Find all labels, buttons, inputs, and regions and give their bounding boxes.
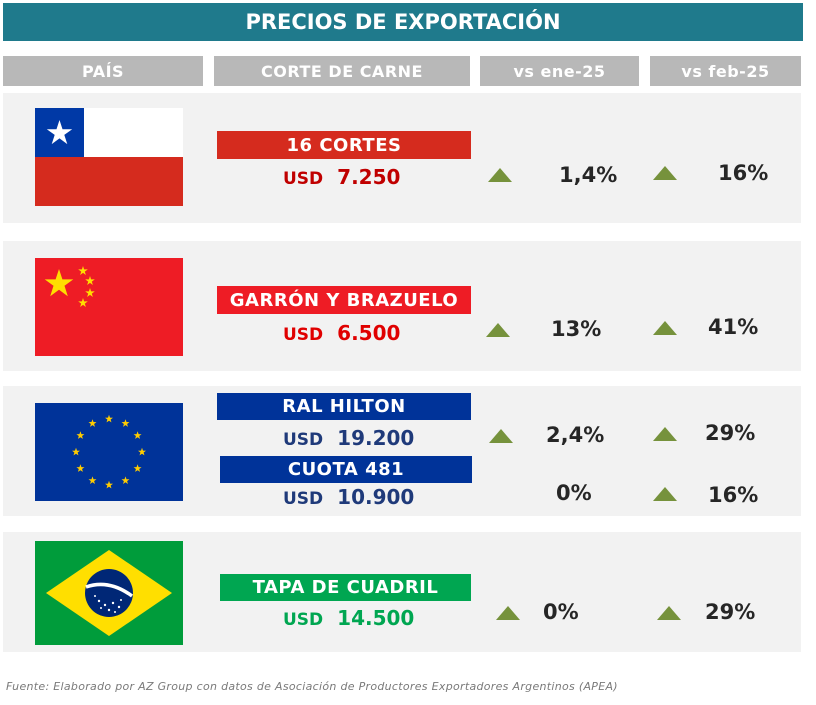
up-arrow-icon — [653, 166, 677, 180]
vs-ene-value: 2,4% — [546, 423, 605, 447]
up-arrow-icon — [653, 487, 677, 501]
eu-star-icon — [121, 476, 130, 484]
source-footnote: Fuente: Elaborado por AZ Group con datos… — [6, 680, 618, 693]
price-value-2: 10.900 — [337, 485, 415, 509]
price-value: 7.250 — [337, 165, 401, 189]
eu-star-icon — [88, 476, 97, 484]
page-title: PRECIOS DE EXPORTACIÓN — [3, 3, 803, 41]
up-arrow-icon — [653, 321, 677, 335]
up-arrow-icon — [489, 429, 513, 443]
cut-label-2: CUOTA 481 — [220, 456, 472, 483]
eu-star-icon — [138, 447, 146, 456]
price: USD 19.200 — [283, 426, 414, 450]
cut-label: 16 CORTES — [217, 131, 471, 159]
header-vs-feb: vs feb-25 — [650, 56, 801, 86]
currency: USD — [283, 169, 324, 189]
china-flag — [35, 258, 183, 356]
currency: USD — [283, 430, 324, 450]
row-chile: 16 CORTES USD 7.250 1,4% 16% — [3, 93, 801, 223]
header-pais: PAÍS — [3, 56, 203, 86]
price-2: USD 10.900 — [283, 485, 414, 509]
row-eu: RAL HILTON USD 19.200 2,4% 29% CUOTA 481 … — [3, 386, 801, 516]
eu-star-icon — [76, 431, 85, 439]
up-arrow-icon — [496, 606, 520, 620]
vs-feb-value: 16% — [718, 161, 769, 185]
price-value: 19.200 — [337, 426, 415, 450]
price: USD 14.500 — [283, 606, 414, 630]
eu-star-icon — [133, 464, 142, 472]
eu-star-icon — [121, 419, 130, 427]
price: USD 7.250 — [283, 165, 400, 189]
up-arrow-icon — [653, 427, 677, 441]
vs-feb-value: 29% — [705, 421, 756, 445]
up-arrow-icon — [657, 606, 681, 620]
vs-feb-value-2: 16% — [708, 483, 759, 507]
chile-flag — [35, 108, 183, 206]
brazil-flag — [35, 541, 183, 645]
currency: USD — [283, 610, 324, 630]
vs-ene-value: 13% — [551, 317, 602, 341]
cut-label: TAPA DE CUADRIL — [220, 574, 471, 601]
cut-label: GARRÓN Y BRAZUELO — [217, 286, 471, 314]
price-value: 14.500 — [337, 606, 415, 630]
header-corte: CORTE DE CARNE — [214, 56, 470, 86]
eu-star-icon — [105, 480, 113, 489]
eu-star-icon — [133, 431, 142, 439]
eu-flag — [35, 403, 183, 501]
vs-ene-value-2: 0% — [556, 481, 592, 505]
eu-star-icon — [105, 414, 113, 423]
price: USD 6.500 — [283, 321, 400, 345]
price-value: 6.500 — [337, 321, 401, 345]
currency: USD — [283, 325, 324, 345]
vs-feb-value: 41% — [708, 315, 759, 339]
row-china: GARRÓN Y BRAZUELO USD 6.500 13% 41% — [3, 241, 801, 371]
cut-label: RAL HILTON — [217, 393, 471, 420]
eu-star-icon — [76, 464, 85, 472]
vs-ene-value: 1,4% — [559, 163, 618, 187]
header-vs-ene: vs ene-25 — [480, 56, 639, 86]
up-arrow-icon — [488, 168, 512, 182]
eu-star-icon — [72, 447, 80, 456]
up-arrow-icon — [486, 323, 510, 337]
vs-feb-value: 29% — [705, 600, 756, 624]
vs-ene-value: 0% — [543, 600, 579, 624]
row-brazil: TAPA DE CUADRIL USD 14.500 0% 29% — [3, 532, 801, 652]
eu-star-icon — [88, 419, 97, 427]
currency-2: USD — [283, 489, 324, 509]
